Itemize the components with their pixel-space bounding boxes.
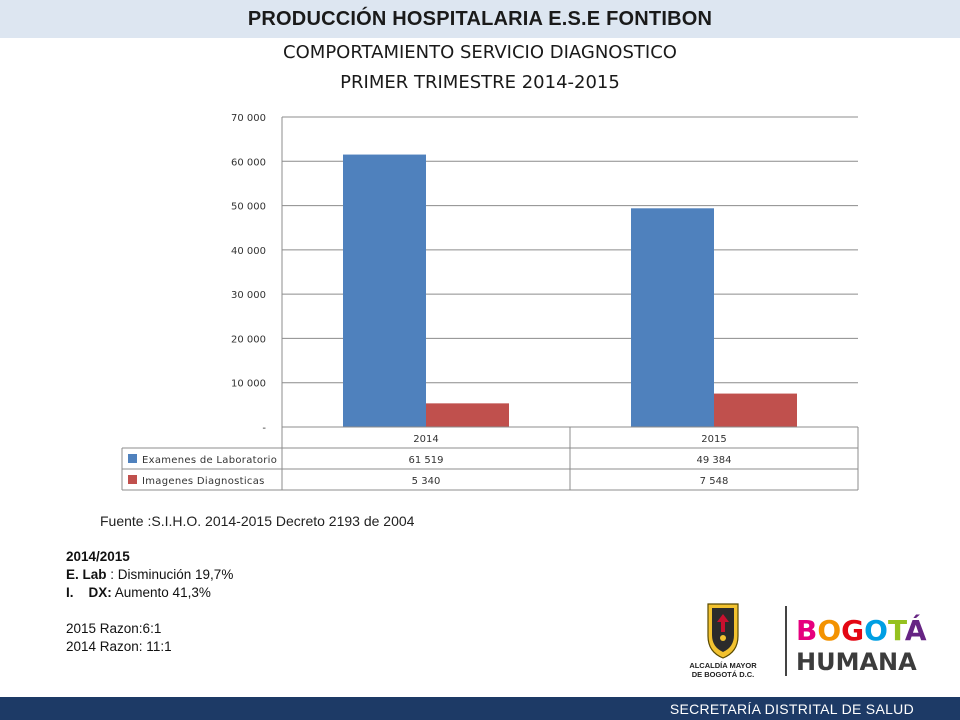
y-tick-label: 40 000 [231,246,266,257]
y-tick-label: 30 000 [231,290,266,301]
notes-lab-label: E. Lab [66,567,107,582]
bar-2015-laboratorio [631,208,714,427]
notes-dx-line: I. DX: Aumento 41,3% [66,584,233,602]
data-label: 7 548 [700,476,729,487]
bar-2014-laboratorio [343,154,426,427]
bar-2014-imagenes [426,403,509,427]
legend-swatch [128,475,137,484]
bar-2015-imagenes [714,393,797,427]
bogota-wordmark: BOGOTÁ HUMANA [796,613,927,676]
chart-subtitle-line1: COMPORTAMIENTO SERVICIO DIAGNOSTICO [283,42,677,63]
y-tick-label: 70 000 [231,113,266,124]
legend-label: Examenes de Laboratorio [142,455,277,466]
y-tick-label: 20 000 [231,334,266,345]
alcaldia-line1: ALCALDÍA MAYOR [689,661,757,670]
bogota-humana-logo: ALCALDÍA MAYOR DE BOGOTÁ D.C. BOGOTÁ HUM… [689,603,927,679]
category-label: 2014 [413,434,438,445]
footer-text: SECRETARÍA DISTRITAL DE SALUD [669,701,914,717]
data-label: 5 340 [412,476,441,487]
y-tick-label: 50 000 [231,202,266,213]
source-note: Fuente :S.I.H.O. 2014-2015 Decreto 2193 … [100,513,415,529]
notes-dx-text: Aumento 41,3% [111,585,211,600]
data-label: 61 519 [409,455,444,466]
legend-label: Imagenes Diagnosticas [142,476,265,487]
title-band [0,0,960,38]
notes-ratio-2015: 2015 Razon:6:1 [66,621,162,636]
page-title: PRODUCCIÓN HOSPITALARIA E.S.E FONTIBON [247,8,713,30]
bar-chart: - 10 000 20 000 30 000 40 000 50 000 60 000 70 … [121,113,859,491]
y-tick-label: - [262,423,266,434]
alcaldia-line2: DE BOGOTÁ D.C. [692,670,755,679]
notes-lab-text: : Disminución 19,7% [106,567,234,582]
legend-swatch [128,454,137,463]
y-tick-label: 60 000 [231,157,266,168]
footer-bar: SECRETARÍA DISTRITAL DE SALUD [0,697,960,720]
notes-dx-prefix: I. [66,585,89,600]
notes-lab-line: E. Lab : Disminución 19,7% [66,566,233,584]
y-tick-label: 10 000 [231,379,266,390]
bogota-word: BOGOTÁ [796,613,927,647]
chart-subtitle-line2: PRIMER TRIMESTRE 2014-2015 [340,72,620,93]
humana-word: HUMANA [796,648,917,676]
notes-period: 2014/2015 [66,549,130,564]
coat-of-arms-icon [707,603,739,659]
logo-divider [785,606,787,676]
notes-dx-label: DX: [88,585,112,600]
notes-block: 2014/2015 E. Lab : Disminución 19,7% I. … [66,548,233,656]
category-label: 2015 [701,434,726,445]
data-label: 49 384 [697,455,732,466]
notes-ratio-2014: 2014 Razon: 11:1 [66,639,172,654]
